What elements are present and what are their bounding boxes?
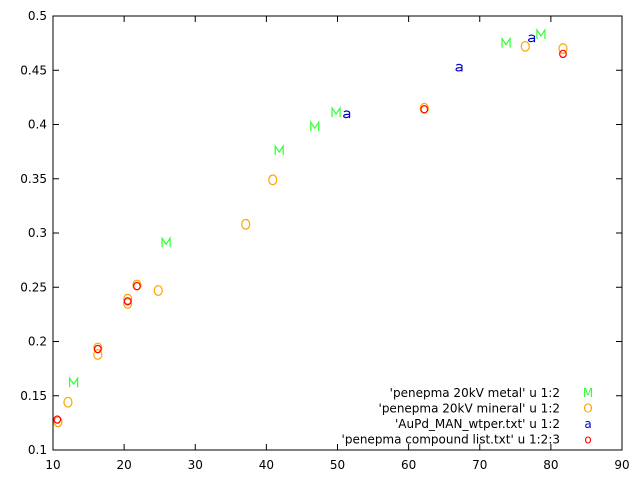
legend-marker: o	[584, 433, 591, 447]
data-point-series-2	[93, 349, 103, 360]
legend-label: 'penepma compound list.txt' u 1:2:3	[342, 433, 560, 447]
legend-marker: O	[583, 402, 592, 416]
y-tick-label: 0.45	[20, 63, 47, 77]
data-point-series-4	[123, 297, 132, 306]
data-point-series-1	[161, 236, 171, 248]
legend-label: 'penepma 20kV metal' u 1:2	[390, 386, 560, 400]
y-tick-label: 0.2	[28, 335, 47, 349]
data-point-series-4	[420, 105, 429, 114]
y-tick-label: 0.4	[28, 118, 47, 132]
data-point-series-1	[536, 27, 546, 39]
x-tick-label: 10	[45, 458, 60, 472]
y-tick-label: 0.5	[28, 9, 47, 23]
legend-marker: M	[583, 386, 593, 400]
data-point-series-4	[53, 415, 62, 424]
data-point-series-3	[528, 34, 536, 43]
data-point-series-2	[268, 174, 278, 186]
data-point-series-1	[274, 144, 284, 156]
x-tick-label: 30	[188, 458, 203, 472]
data-point-series-2	[241, 218, 251, 230]
x-tick-label: 20	[116, 458, 131, 472]
data-point-series-4	[133, 281, 141, 291]
y-tick-label: 0.35	[20, 172, 47, 186]
legend-label: 'penepma 20kV mineral' u 1:2	[379, 402, 560, 416]
data-point-series-1	[310, 120, 320, 132]
data-point-series-1	[501, 36, 511, 48]
x-tick-label: 80	[543, 458, 558, 472]
x-tick-label: 50	[330, 458, 345, 472]
legend-label: 'AuPd_MAN_wtper.txt' u 1:2	[395, 417, 560, 431]
x-tick-label: 70	[472, 458, 487, 472]
data-point-series-1	[69, 376, 79, 388]
y-tick-label: 0.1	[28, 443, 47, 457]
data-point-series-4	[559, 49, 567, 59]
data-point-series-1	[331, 106, 341, 118]
data-point-series-2	[520, 40, 530, 52]
data-point-series-2	[63, 396, 73, 408]
x-tick-label: 60	[401, 458, 416, 472]
data-point-series-2	[123, 293, 133, 305]
data-point-series-3	[455, 63, 463, 72]
legend-marker: a	[584, 417, 591, 431]
y-tick-label: 0.25	[20, 280, 47, 294]
data-point-series-3	[343, 110, 351, 119]
x-tick-label: 90	[614, 458, 629, 472]
data-point-series-2	[153, 285, 163, 296]
y-tick-label: 0.3	[28, 226, 47, 240]
data-point-series-4	[93, 344, 102, 354]
data-point-series-2	[123, 298, 133, 309]
y-tick-label: 0.15	[20, 389, 47, 403]
data-point-series-2	[558, 43, 568, 54]
x-tick-label: 40	[259, 458, 274, 472]
plot-frame	[52, 15, 623, 451]
